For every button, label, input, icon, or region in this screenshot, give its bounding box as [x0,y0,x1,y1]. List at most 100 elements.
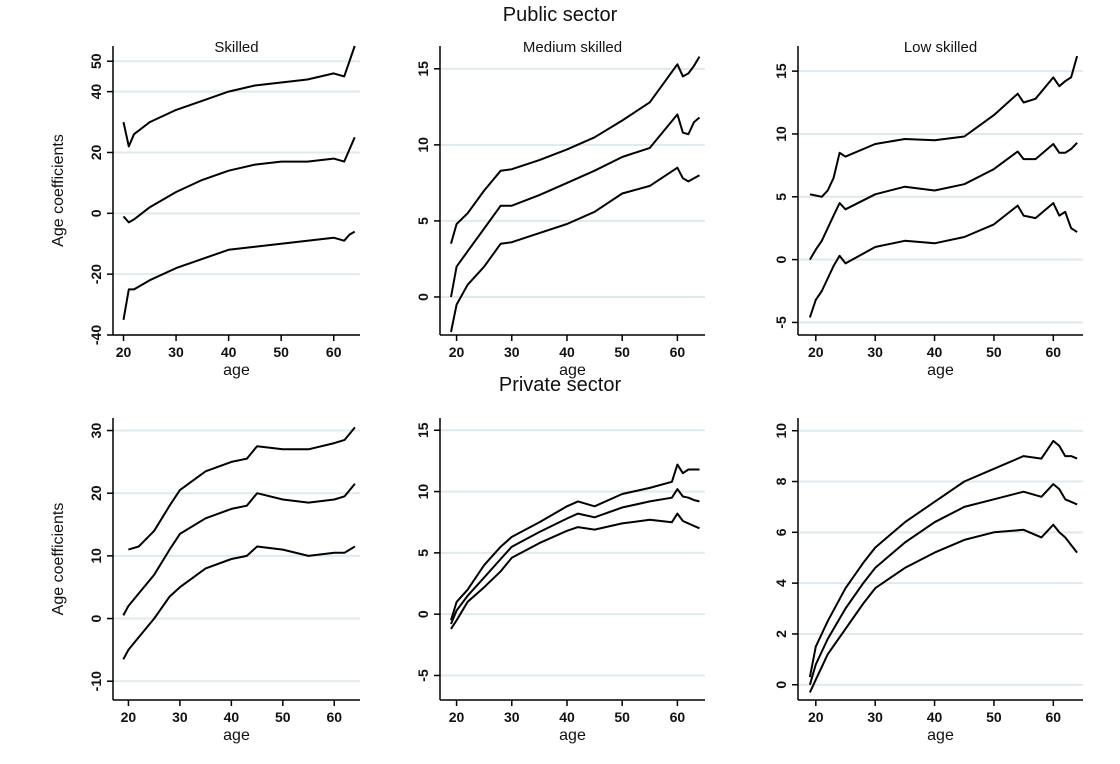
x-axis-label: age [223,362,250,379]
x-tick-label: 30 [504,709,520,725]
x-tick-label: 60 [1046,344,1062,360]
x-axis-label: age [927,362,954,379]
y-tick-label: -5 [415,669,431,682]
series-line-1 [122,45,356,148]
private-medium-panel: 20 30 40 50 60 -5 0 5 10 15 age [415,418,705,744]
series-line-2 [122,136,356,224]
series-line-1 [808,439,1078,678]
y-tick-label: 10 [415,137,431,153]
y-tick-label: 2 [773,630,789,638]
x-tick-label: 60 [670,344,686,360]
y-tick-label: -5 [773,316,789,329]
x-tick-label: 30 [168,344,184,360]
x-tick-label: 40 [559,344,575,360]
x-axis-label: age [927,727,954,744]
x-tick-label: 20 [808,709,824,725]
series-line-2 [122,483,356,616]
x-tick-label: 50 [986,344,1002,360]
x-tick-label: 20 [808,344,824,360]
x-tick-label: 60 [326,344,342,360]
y-tick-label: 15 [773,63,789,79]
y-tick-label: 10 [88,548,104,564]
y-tick-label: 20 [88,485,104,501]
x-tick-label: 20 [121,709,137,725]
y-tick-label: 20 [88,144,104,160]
x-axis-label: age [559,727,586,744]
series-line-3 [450,512,700,630]
public-sector-title: Public sector [502,4,618,26]
y-tick-label: 0 [88,614,104,622]
y-tick-label: 6 [773,528,789,536]
public-skilled-panel: 20 30 40 50 60 -40 -20 0 20 40 50 Skilled age Age coe… [50,39,360,379]
private-sector-title: Private sector [498,374,622,396]
series-line-1 [450,463,700,621]
series-line-2 [809,142,1078,261]
y-tick-label: 30 [88,423,104,439]
x-tick-label: 60 [326,709,342,725]
panel-title: Low skilled [904,39,977,56]
y-tick-label: 5 [773,193,789,201]
x-tick-label: 50 [275,709,291,725]
y-tick-label: -20 [88,264,104,284]
x-tick-label: 30 [867,344,883,360]
series-line-1 [809,55,1079,198]
x-tick-label: 60 [1046,709,1062,725]
y-tick-label: 15 [415,61,431,77]
y-tick-label: -10 [88,671,104,691]
series-line-3 [808,202,1078,318]
y-tick-label: 0 [773,681,789,689]
y-tick-label: 0 [415,610,431,618]
private-skilled-panel: 20 30 40 50 60 -10 0 10 20 30 age Age coefficients [50,418,360,744]
x-tick-label: 20 [116,344,132,360]
y-tick-label: 40 [88,84,104,100]
panel-title: Skilled [214,39,258,56]
y-tick-label: 4 [773,579,789,587]
series-line-1 [450,56,701,244]
x-tick-label: 40 [559,709,575,725]
y-tick-label: 10 [773,126,789,142]
x-tick-label: 40 [927,709,943,725]
x-tick-label: 30 [504,344,520,360]
x-tick-label: 50 [614,709,630,725]
y-tick-label: 0 [773,256,789,264]
y-tick-label: 5 [415,217,431,225]
series-line-3 [122,230,356,320]
x-tick-label: 30 [867,709,883,725]
x-tick-label: 40 [224,709,240,725]
x-tick-label: 50 [273,344,289,360]
y-tick-label: 10 [773,423,789,439]
public-medium-panel: 20 30 40 50 60 0 5 10 15 Medium skilled age [415,39,705,379]
x-tick-label: 60 [670,709,686,725]
y-tick-label: 10 [415,484,431,500]
y-tick-label: 0 [415,293,431,301]
x-tick-label: 50 [614,344,630,360]
private-low-panel: 20 30 40 50 60 0 2 4 6 8 10 age [773,418,1083,744]
series-line-2 [808,483,1078,686]
y-tick-label: 8 [773,477,789,485]
x-tick-label: 20 [449,344,465,360]
y-tick-label: 0 [88,209,104,217]
series-line-3 [122,545,356,660]
x-tick-label: 50 [986,709,1002,725]
y-tick-label: 50 [88,53,104,69]
x-tick-label: 40 [221,344,237,360]
y-tick-label: 15 [415,422,431,438]
series-line-3 [808,523,1078,693]
x-axis-label: age [223,727,250,744]
y-tick-label: 5 [415,549,431,557]
series-line-2 [450,113,701,298]
y-axis-label: Age coefficients [50,134,67,247]
y-axis-label: Age coefficients [50,503,67,616]
series-line-1 [128,426,356,551]
series-line-3 [450,166,700,333]
x-tick-label: 30 [172,709,188,725]
series-line-2 [450,488,700,625]
panel-title: Medium skilled [523,39,622,56]
x-axis-label: age [559,362,586,379]
x-tick-label: 20 [449,709,465,725]
y-tick-label: -40 [88,325,104,345]
public-low-panel: 20 30 40 50 60 -5 0 5 10 15 Low skilled age [773,39,1083,379]
x-tick-label: 40 [927,344,943,360]
